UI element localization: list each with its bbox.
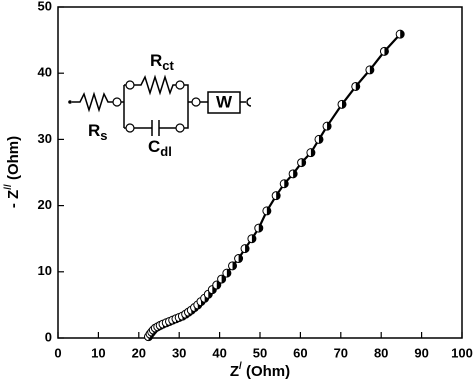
marker-half xyxy=(251,234,256,243)
x-tick-label: 20 xyxy=(132,345,146,360)
terminal-open xyxy=(246,97,252,107)
circuit-inset: W Rct Rs Cdl xyxy=(68,51,252,159)
x-tick-label: 60 xyxy=(293,345,307,360)
rct-sub: ct xyxy=(162,58,174,73)
rs-label: Rs xyxy=(88,121,108,143)
y-tick-label: 10 xyxy=(38,263,52,278)
data-point xyxy=(262,206,272,216)
y-label-sup: // xyxy=(3,184,14,190)
y-tick-label: 40 xyxy=(38,65,52,80)
marker-half xyxy=(400,30,405,39)
rs-base: R xyxy=(88,121,100,140)
plot-frame xyxy=(57,6,463,339)
node xyxy=(125,123,135,133)
marker-half xyxy=(342,100,347,109)
x-axis-label: Z/ (Ohm) xyxy=(230,361,290,380)
x-tick-label: 100 xyxy=(451,345,473,360)
x-tick-label: 80 xyxy=(374,345,388,360)
resistor-rct xyxy=(134,74,176,96)
data-point xyxy=(217,274,227,284)
data-point xyxy=(247,234,257,244)
marker-half xyxy=(384,47,389,56)
marker-half xyxy=(238,254,243,263)
marker-half xyxy=(226,269,231,278)
terminal xyxy=(68,100,72,104)
node xyxy=(175,80,185,90)
data-point xyxy=(279,179,289,189)
marker-half xyxy=(318,135,323,144)
marker-half xyxy=(369,65,374,74)
x-tick-label: 30 xyxy=(172,345,186,360)
y-tick-label: 50 xyxy=(38,0,52,13)
y-axis-label: - Z// (Ohm) xyxy=(3,136,22,208)
data-point xyxy=(288,169,298,179)
data-point xyxy=(222,268,232,278)
data-point xyxy=(322,121,332,131)
data-point xyxy=(314,134,324,144)
data-point xyxy=(254,223,264,233)
marker-half xyxy=(266,206,271,215)
marker-half xyxy=(284,179,289,188)
data-point xyxy=(271,191,281,201)
node xyxy=(112,97,122,107)
marker-half xyxy=(301,158,306,167)
node xyxy=(125,80,135,90)
x-tick-label: 70 xyxy=(334,345,348,360)
rs-sub: s xyxy=(100,128,107,143)
y-tick-label: 20 xyxy=(38,197,52,212)
marker-half xyxy=(355,82,360,91)
data-point xyxy=(351,81,361,91)
data-point xyxy=(297,158,307,168)
data-line xyxy=(147,33,401,338)
rct-label: Rct xyxy=(150,51,175,73)
x-tick-label: 10 xyxy=(91,345,105,360)
cdl-label: Cdl xyxy=(148,137,172,159)
y-label-unit: (Ohm) xyxy=(5,136,22,180)
node xyxy=(191,97,201,107)
x-label-unit: (Ohm) xyxy=(246,363,290,380)
x-label-base: Z xyxy=(230,363,239,380)
marker-half xyxy=(245,244,250,253)
cdl-sub: dl xyxy=(160,144,172,159)
marker-half xyxy=(327,122,332,131)
y-tick-label: 30 xyxy=(38,131,52,146)
rct-base: R xyxy=(150,51,162,70)
data-point xyxy=(365,65,375,75)
data-point xyxy=(395,29,405,39)
data-point xyxy=(234,254,244,264)
y-label-pre: - Z xyxy=(5,190,22,208)
marker-half xyxy=(232,261,237,270)
marker-half xyxy=(258,224,263,233)
marker-half xyxy=(221,275,226,284)
x-tick-label: 50 xyxy=(253,345,267,360)
marker-half xyxy=(293,169,298,178)
node xyxy=(175,123,185,133)
marker-half xyxy=(310,148,315,157)
data-point xyxy=(228,261,238,271)
resistor-rs xyxy=(72,91,113,113)
marker-half xyxy=(276,191,281,200)
data-point xyxy=(379,46,389,56)
data-point xyxy=(240,244,250,254)
data-point xyxy=(306,148,316,158)
cdl-base: C xyxy=(148,137,160,156)
warburg-label: W xyxy=(216,92,233,111)
x-tick-label: 90 xyxy=(414,345,428,360)
wire xyxy=(184,84,189,129)
y-tick-label: 0 xyxy=(45,329,52,344)
x-tick-label: 40 xyxy=(212,345,226,360)
data-point xyxy=(337,99,347,109)
x-label-sup: / xyxy=(239,361,242,372)
x-tick-label: 0 xyxy=(54,345,61,360)
